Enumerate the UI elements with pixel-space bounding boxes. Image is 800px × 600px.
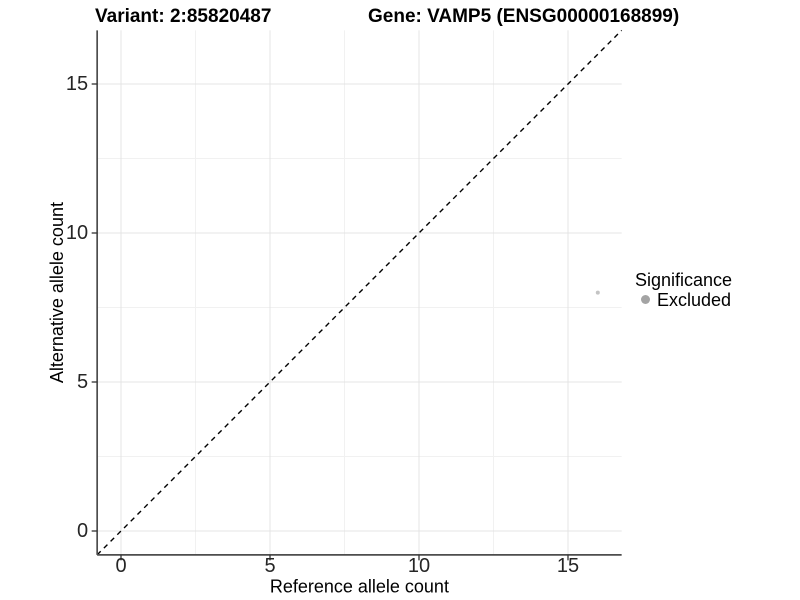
y-tick-label: 10 xyxy=(66,222,88,244)
identity-reference-line xyxy=(96,29,623,556)
x-axis-title: Reference allele count xyxy=(270,577,449,597)
y-axis-title: Alternative allele count xyxy=(47,202,67,383)
legend-item-excluded: Excluded xyxy=(635,289,732,310)
x-tick-label: 5 xyxy=(264,555,275,577)
plot-title-gene: Gene: VAMP5 (ENSG00000168899) xyxy=(368,6,680,27)
data-point xyxy=(595,290,600,295)
y-tick-label: 15 xyxy=(66,73,88,95)
legend-title: Significance xyxy=(635,270,733,290)
y-tick-label: 5 xyxy=(77,371,88,393)
legend-point-icon xyxy=(641,295,650,304)
legend: Significance Excluded xyxy=(635,270,733,310)
x-tick-label: 15 xyxy=(557,555,579,577)
legend-item-label: Excluded xyxy=(657,289,732,310)
y-tick-label: 0 xyxy=(77,520,88,542)
plot-title-variant: Variant: 2:85820487 xyxy=(95,6,272,27)
x-tick-label: 10 xyxy=(408,555,430,577)
x-tick-label: 0 xyxy=(115,555,126,577)
